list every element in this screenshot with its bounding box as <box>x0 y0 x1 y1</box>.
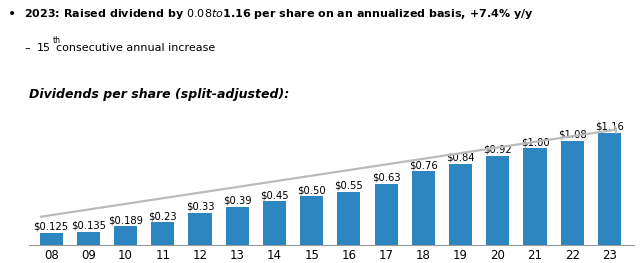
Text: $0.76: $0.76 <box>409 160 438 170</box>
Bar <box>77 232 100 245</box>
Text: th: th <box>52 36 61 44</box>
Text: $1.08: $1.08 <box>558 129 586 139</box>
Bar <box>524 148 547 245</box>
Bar <box>337 192 360 245</box>
Text: $0.189: $0.189 <box>108 215 143 225</box>
Bar <box>226 207 249 245</box>
Text: Dividends per share (split-adjusted):: Dividends per share (split-adjusted): <box>29 88 289 101</box>
Text: consecutive annual increase: consecutive annual increase <box>56 43 215 53</box>
Text: 15: 15 <box>37 43 51 53</box>
Text: $0.55: $0.55 <box>335 180 364 190</box>
Bar <box>188 213 212 245</box>
Text: $1.16: $1.16 <box>595 122 624 132</box>
Bar <box>374 184 397 245</box>
Bar <box>114 226 137 245</box>
Text: $0.45: $0.45 <box>260 190 289 200</box>
Text: –: – <box>24 43 30 53</box>
Bar <box>486 156 509 245</box>
Text: $0.84: $0.84 <box>446 153 475 163</box>
Text: $0.135: $0.135 <box>71 220 106 230</box>
Text: $0.23: $0.23 <box>148 211 177 221</box>
Text: $0.92: $0.92 <box>483 145 512 155</box>
Text: $0.39: $0.39 <box>223 196 252 206</box>
Bar <box>263 201 286 245</box>
Text: 2023: Raised dividend by $0.08 to $1.16 per share on an annualized basis, +7.4% : 2023: Raised dividend by $0.08 to $1.16 … <box>24 7 534 21</box>
Text: $0.63: $0.63 <box>372 173 401 183</box>
Bar <box>561 141 584 245</box>
Bar <box>598 133 621 245</box>
Bar <box>300 196 323 245</box>
Bar <box>412 171 435 245</box>
Text: $0.125: $0.125 <box>33 221 68 231</box>
Text: $1.00: $1.00 <box>521 137 549 147</box>
Bar <box>151 222 174 245</box>
Bar <box>40 232 63 245</box>
Text: $0.33: $0.33 <box>186 202 214 212</box>
Bar <box>449 164 472 245</box>
Text: $0.50: $0.50 <box>298 185 326 195</box>
Text: •: • <box>8 7 16 21</box>
